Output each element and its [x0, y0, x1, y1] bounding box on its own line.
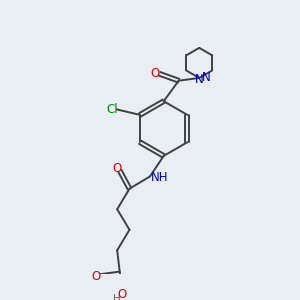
Text: O: O [92, 270, 101, 283]
Text: NH: NH [152, 171, 169, 184]
Text: N: N [201, 71, 210, 85]
Text: Cl: Cl [106, 103, 118, 116]
Text: O: O [118, 287, 127, 300]
Text: N: N [195, 73, 204, 86]
Text: O: O [112, 162, 121, 175]
Text: O: O [151, 67, 160, 80]
Text: H: H [113, 294, 121, 300]
